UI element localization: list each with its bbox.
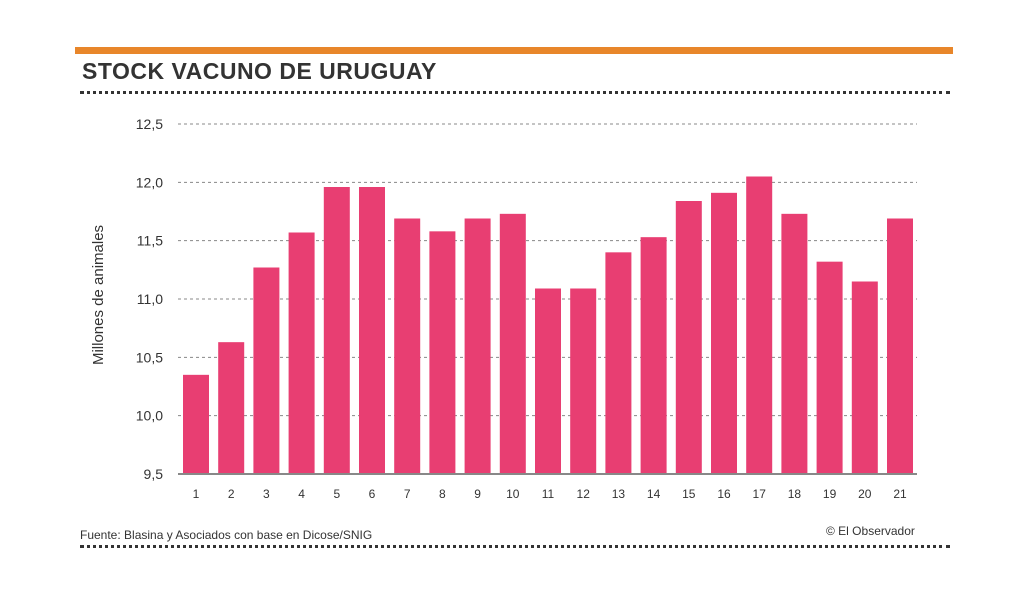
x-tick-label: 10 [506,487,520,501]
accent-bar [75,47,953,54]
bar [183,374,209,474]
x-tick-label: 8 [439,487,446,501]
x-tick-label: 4 [298,487,305,501]
bar [711,192,737,475]
bar [851,281,878,474]
bar [218,342,245,474]
bar [640,237,667,474]
y-tick-label: 11,0 [137,291,163,307]
y-tick-label: 12,5 [136,116,163,132]
x-tick-label: 5 [333,487,340,501]
bar [570,288,597,474]
bar [499,213,526,475]
bar [323,187,350,474]
x-tick-label: 21 [893,487,907,501]
x-tick-label: 6 [369,487,376,501]
bar [746,176,773,474]
bar [887,218,913,474]
x-tick-label: 2 [228,487,235,501]
x-tick-label: 19 [823,487,837,501]
bar [288,232,315,474]
x-tick-label: 15 [682,487,696,501]
y-tick-label: 10,0 [136,408,163,424]
source-note: Fuente: Blasina y Asociados con base en … [80,528,373,542]
x-tick-label: 3 [263,487,270,501]
bar [605,252,632,474]
bar [394,218,421,474]
credit-note: © El Observador [826,524,915,538]
y-tick-label: 11,5 [137,233,163,249]
x-tick-label: 14 [647,487,661,501]
y-tick-label: 9,5 [144,466,164,482]
x-tick-label: 9 [474,487,481,501]
bar [464,218,491,474]
bar [535,288,561,474]
divider-top [80,91,950,94]
x-tick-label: 12 [577,487,591,501]
x-tick-label: 7 [404,487,411,501]
x-tick-label: 17 [753,487,767,501]
divider-bottom [80,545,950,548]
y-axis-label: Millones de animales [90,225,107,365]
bar [816,261,843,474]
x-tick-label: 18 [788,487,802,501]
bar [359,187,385,474]
x-tick-label: 1 [193,487,200,501]
x-tick-label: 11 [542,487,555,501]
x-tick-label: 13 [612,487,626,501]
y-tick-label: 10,5 [136,349,163,365]
y-tick-label: 12,0 [136,174,163,190]
chart-title: STOCK VACUNO DE URUGUAY [82,58,437,84]
bar [781,213,808,475]
bar [429,231,456,474]
x-tick-label: 20 [858,487,872,501]
bar [253,267,280,474]
bar [675,201,702,474]
x-tick-label: 16 [717,487,731,501]
